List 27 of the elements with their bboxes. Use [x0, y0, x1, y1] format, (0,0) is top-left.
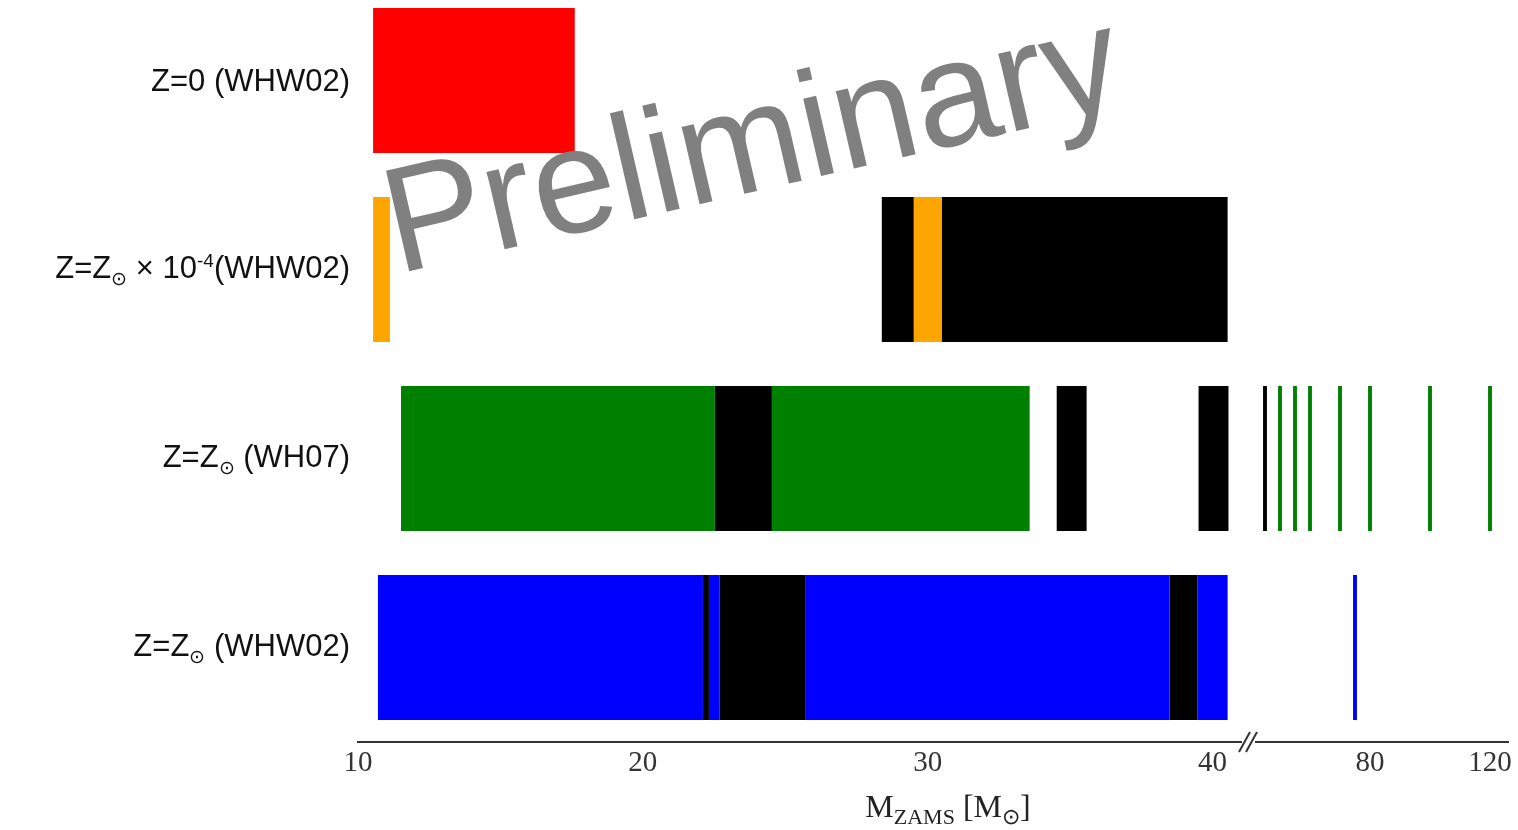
- x-tick-label: 80: [1355, 745, 1385, 778]
- bar: [1488, 386, 1492, 531]
- bar: [1197, 575, 1228, 720]
- y-tick-label: Z=Z$_{⊙}$ × 10$^{-4}$(WHW02): [55, 249, 350, 290]
- bar: [719, 575, 806, 720]
- y-tick-label: Z=0 (WHW02): [151, 62, 350, 99]
- y-tick-label: Z=Z$_{⊙}$ (WH07): [162, 438, 350, 479]
- bar: [1293, 386, 1297, 531]
- y-tick-label: Z=Z$_{⊙}$ (WHW02): [133, 627, 350, 668]
- bar: [1263, 386, 1267, 531]
- bar: [1353, 575, 1357, 720]
- bar: [1368, 386, 1372, 531]
- x-axis-title: M$_{ZAMS}$ [M$_{⊙}$]: [865, 788, 1031, 830]
- bar: [1278, 386, 1282, 531]
- bar: [714, 386, 772, 531]
- x-tick-label: 10: [343, 745, 373, 778]
- bar: [1338, 386, 1342, 531]
- x-tick-label: 40: [1198, 745, 1228, 778]
- bar: [1169, 575, 1198, 720]
- bar: [1308, 386, 1312, 531]
- bar: [702, 575, 709, 720]
- bar: [1428, 386, 1432, 531]
- x-tick-label: 20: [628, 745, 658, 778]
- bar: [1056, 386, 1087, 531]
- x-tick-label: 30: [913, 745, 943, 778]
- x-tick-label: 120: [1468, 745, 1512, 778]
- annotation: Preliminary: [366, 0, 1136, 308]
